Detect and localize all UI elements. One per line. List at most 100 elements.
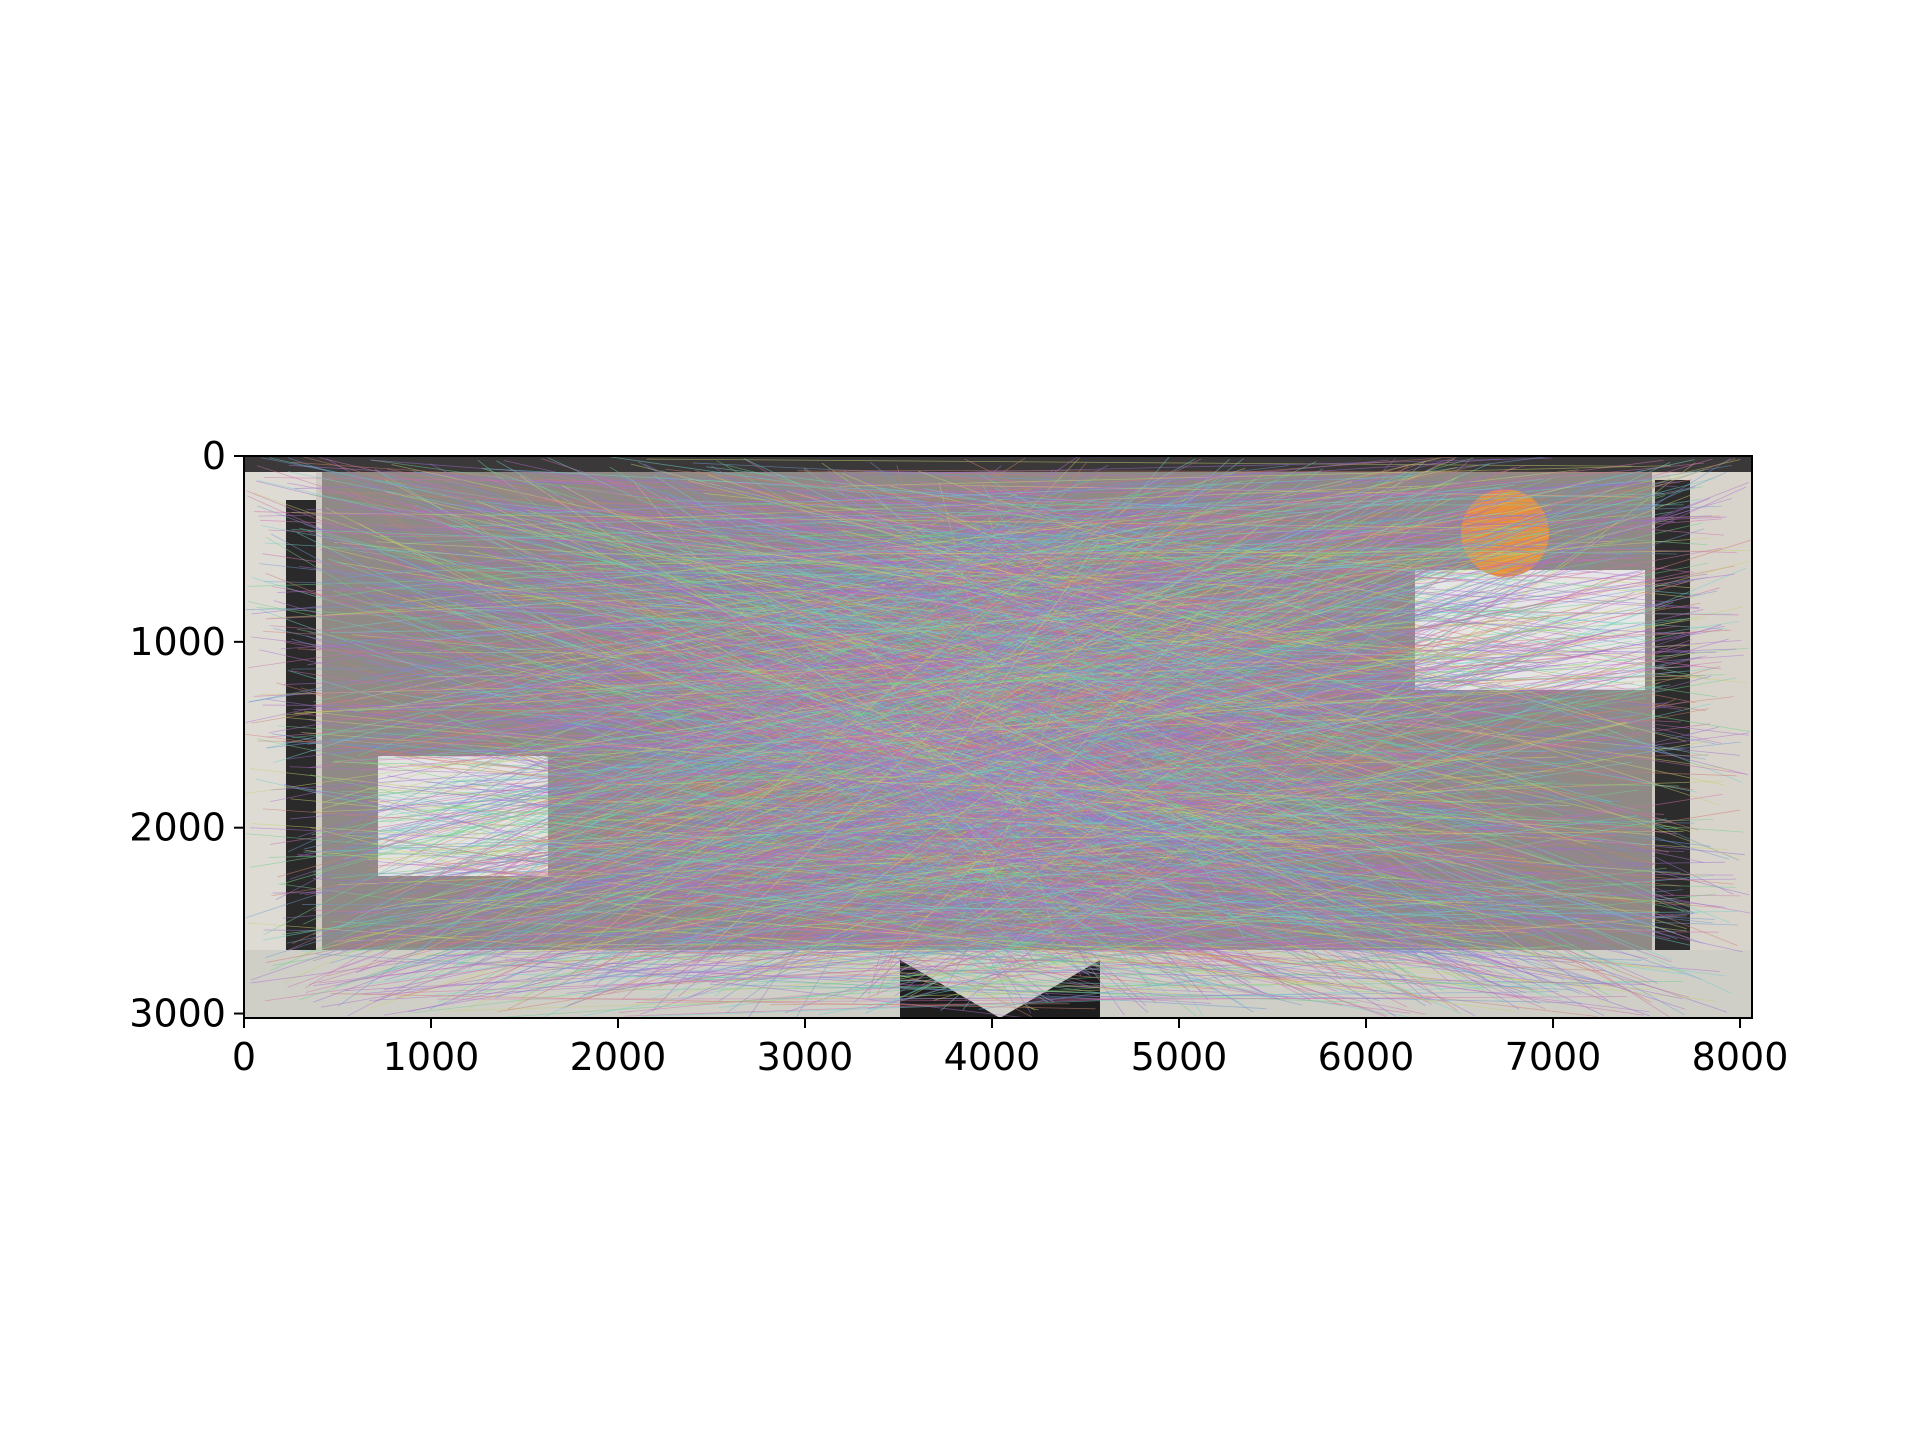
match-line	[689, 857, 1240, 912]
match-line	[479, 617, 1691, 802]
match-line	[369, 925, 1611, 1001]
match-line	[635, 996, 1627, 1003]
x-tick-label: 4000	[944, 1035, 1041, 1079]
match-line	[914, 556, 1275, 694]
match-line	[432, 724, 1269, 754]
match-line	[542, 541, 1650, 984]
match-line	[250, 656, 1190, 981]
match-line	[265, 602, 1396, 959]
match-line	[954, 865, 1653, 969]
match-line	[569, 861, 1726, 883]
match-line	[841, 529, 1297, 647]
match-line	[908, 864, 1654, 916]
match-line	[717, 895, 1340, 927]
match-line	[262, 704, 1210, 712]
match-line	[585, 674, 1203, 694]
match-line	[762, 778, 1071, 917]
match-line	[440, 804, 1149, 957]
match-line	[863, 626, 1345, 813]
match-line	[324, 465, 1289, 581]
match-line	[431, 495, 1665, 859]
match-line	[479, 601, 1334, 985]
y-tick-label: 0	[202, 434, 226, 478]
match-line	[981, 567, 1326, 753]
match-line	[505, 537, 1356, 690]
match-line	[809, 570, 1691, 760]
top-frame-bar	[244, 456, 1752, 472]
match-line	[373, 960, 1221, 993]
match-line	[838, 465, 1671, 487]
match-line	[709, 884, 1036, 984]
y-tick-label: 1000	[129, 620, 226, 664]
match-line	[902, 535, 1159, 613]
match-line	[678, 551, 1512, 555]
match-line	[879, 538, 1195, 870]
match-line	[366, 815, 1638, 985]
match-line	[457, 570, 1018, 577]
match-line	[788, 907, 1066, 910]
match-line	[419, 549, 1520, 655]
match-line	[244, 669, 1090, 795]
match-line	[768, 733, 1600, 876]
match-line	[383, 862, 1028, 972]
match-line	[632, 725, 1574, 760]
match-line	[816, 617, 1427, 717]
x-tick-label: 8000	[1692, 1035, 1789, 1079]
match-line	[620, 515, 1384, 519]
match-line	[863, 470, 1678, 487]
match-line	[415, 526, 1057, 732]
match-line	[336, 538, 1369, 964]
match-line	[268, 498, 1632, 734]
match-line	[370, 784, 1194, 882]
match-line	[786, 653, 1147, 1007]
match-line	[990, 590, 1718, 748]
match-line	[594, 564, 1043, 976]
match-line	[286, 656, 1702, 944]
match-line	[619, 578, 1520, 837]
match-line	[928, 776, 1286, 944]
match-line	[265, 805, 1636, 1002]
match-line	[773, 497, 1558, 881]
match-line	[759, 655, 1676, 934]
match-line	[674, 543, 1109, 720]
match-line	[483, 468, 1563, 816]
match-line	[985, 534, 1739, 861]
match-line	[412, 712, 1057, 756]
match-line	[693, 863, 1426, 1015]
match-line	[444, 978, 1435, 1012]
match-line	[624, 993, 1259, 1017]
match-line	[558, 585, 1335, 606]
match-line	[844, 486, 1315, 513]
match-line	[304, 738, 1220, 886]
match-line	[975, 965, 1444, 996]
match-line	[266, 698, 1420, 864]
match-line	[333, 647, 1195, 805]
match-line	[831, 485, 1608, 1001]
match-line	[835, 614, 1642, 716]
match-line	[896, 552, 1741, 860]
match-line	[426, 755, 1123, 784]
match-line	[255, 778, 1180, 989]
match-line	[246, 580, 1273, 918]
match-line	[469, 550, 1694, 833]
match-line	[891, 835, 1184, 885]
match-line	[641, 981, 1656, 1017]
match-line	[433, 617, 1550, 866]
match-line	[326, 708, 1176, 807]
match-line	[691, 978, 1360, 1003]
match-line	[706, 466, 1055, 510]
match-line	[530, 472, 1408, 852]
match-line	[463, 878, 1329, 918]
match-line	[621, 611, 1592, 704]
match-line	[697, 726, 1719, 976]
match-line	[503, 944, 1575, 1018]
match-line	[645, 644, 1254, 1013]
match-line	[335, 458, 1196, 931]
match-line	[819, 808, 1522, 1002]
match-line	[670, 473, 1601, 850]
match-line	[370, 838, 1497, 931]
match-line	[595, 507, 1323, 621]
match-line	[366, 495, 1195, 633]
match-line	[555, 855, 1645, 1016]
match-line	[709, 591, 1077, 949]
